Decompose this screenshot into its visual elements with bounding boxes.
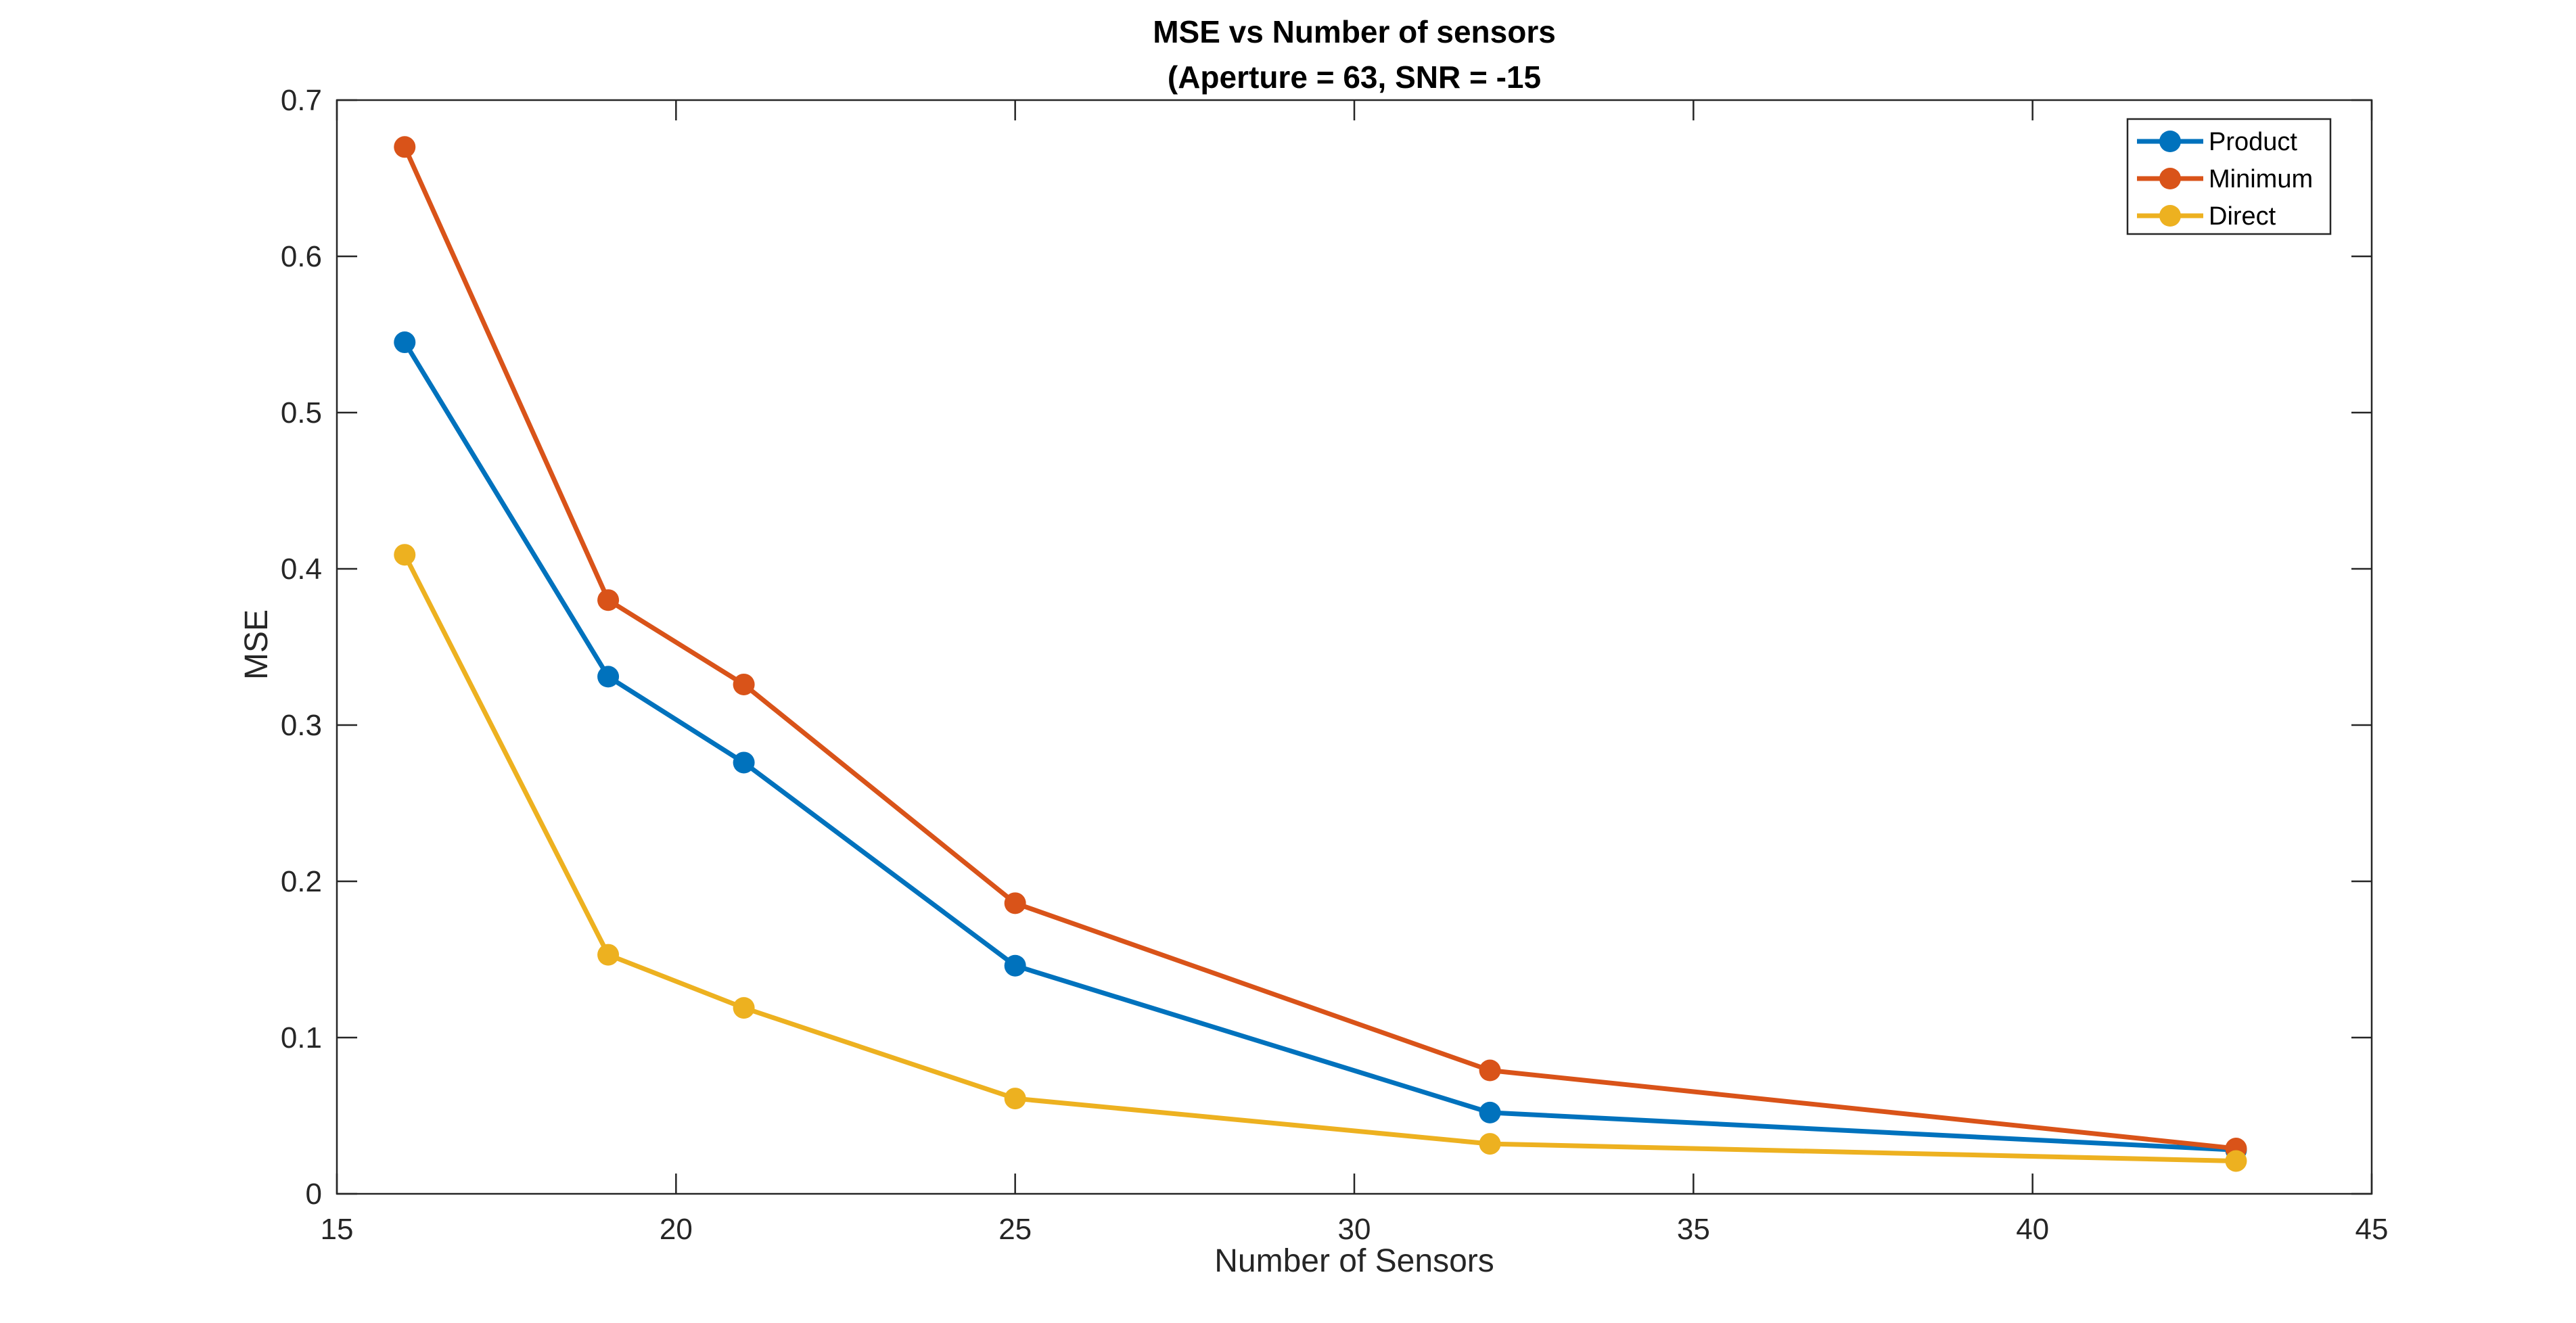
y-tick-label: 0.1 bbox=[281, 1021, 322, 1054]
x-tick-label: 15 bbox=[321, 1213, 354, 1246]
y-axis-label: MSE bbox=[239, 609, 275, 680]
y-tick-label: 0.7 bbox=[281, 84, 322, 117]
y-tick-label: 0.6 bbox=[281, 240, 322, 273]
data-point-product bbox=[1479, 1101, 1501, 1123]
series-minimum bbox=[394, 136, 2247, 1160]
y-tick-label: 0.2 bbox=[281, 865, 322, 898]
legend-label: Product bbox=[2209, 128, 2297, 156]
legend-swatch-marker bbox=[2159, 131, 2181, 152]
data-point-product bbox=[597, 666, 620, 688]
series-line-minimum bbox=[402, 145, 2236, 1151]
legend: Product Minimum Direct bbox=[2126, 118, 2332, 235]
x-axis-label: Number of Sensors bbox=[1214, 1243, 1494, 1279]
legend-item-direct: Direct bbox=[2137, 202, 2276, 231]
data-point-product bbox=[733, 751, 755, 774]
axes: 15 20 25 30 35 40 45 0 0.1 0.2 0.3 0.4 0.5 0.6 0.7 bbox=[281, 84, 2389, 1246]
legend-item-minimum: Minimum bbox=[2137, 165, 2313, 193]
x-tick-label: 20 bbox=[660, 1213, 693, 1246]
chart-subtitle: (Aperture = 63, SNR = -15 bbox=[1168, 60, 1541, 95]
series-line-product bbox=[402, 341, 2236, 1153]
legend-item-product: Product bbox=[2137, 128, 2297, 156]
data-point-minimum bbox=[394, 136, 416, 158]
series-line-direct bbox=[402, 553, 2236, 1163]
data-point-direct bbox=[1479, 1133, 1501, 1155]
series-direct bbox=[394, 544, 2247, 1172]
data-point-direct bbox=[394, 544, 416, 566]
chart-title: MSE vs Number of sensors bbox=[1153, 14, 1556, 49]
data-point-direct bbox=[597, 944, 620, 966]
legend-label: Direct bbox=[2209, 202, 2276, 231]
series-layer bbox=[394, 136, 2247, 1172]
data-point-minimum bbox=[1479, 1059, 1501, 1082]
x-tick-label: 40 bbox=[2016, 1213, 2049, 1246]
data-point-product bbox=[1004, 954, 1026, 977]
data-point-direct bbox=[2225, 1150, 2247, 1172]
y-tick-label: 0.4 bbox=[281, 553, 322, 586]
legend-swatch-marker bbox=[2159, 168, 2181, 189]
y-tick-label: 0.3 bbox=[281, 709, 322, 742]
x-tick-label: 35 bbox=[1677, 1213, 1710, 1246]
legend-label: Minimum bbox=[2209, 165, 2313, 193]
data-point-direct bbox=[733, 997, 755, 1019]
x-tick-label: 45 bbox=[2355, 1213, 2389, 1246]
x-tick-label: 25 bbox=[998, 1213, 1032, 1246]
data-point-minimum bbox=[1004, 892, 1026, 914]
data-point-minimum bbox=[597, 589, 620, 611]
x-tick-label: 30 bbox=[1338, 1213, 1371, 1246]
data-point-minimum bbox=[733, 673, 755, 695]
data-point-direct bbox=[1004, 1088, 1026, 1110]
y-tick-label: 0.5 bbox=[281, 396, 322, 430]
legend-swatch-marker bbox=[2159, 205, 2181, 227]
y-tick-label: 0 bbox=[306, 1178, 322, 1211]
data-point-product bbox=[394, 331, 416, 354]
